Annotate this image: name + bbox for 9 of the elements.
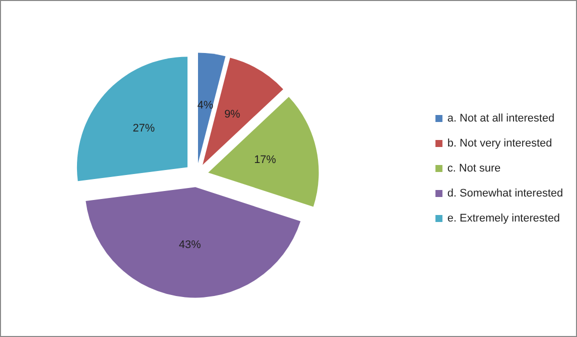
legend-label: e. Extremely interested (447, 212, 560, 224)
data-label: 43% (178, 239, 202, 252)
legend-label: a. Not at all interested (447, 112, 554, 124)
data-label: 17% (254, 154, 276, 166)
legend-label: c. Not sure (447, 162, 501, 174)
legend-label: d. Somewhat interested (447, 188, 564, 200)
data-label: 27% (132, 122, 156, 135)
legend-label: b. Not very interested (447, 138, 552, 150)
data-label: 9% (224, 108, 240, 121)
